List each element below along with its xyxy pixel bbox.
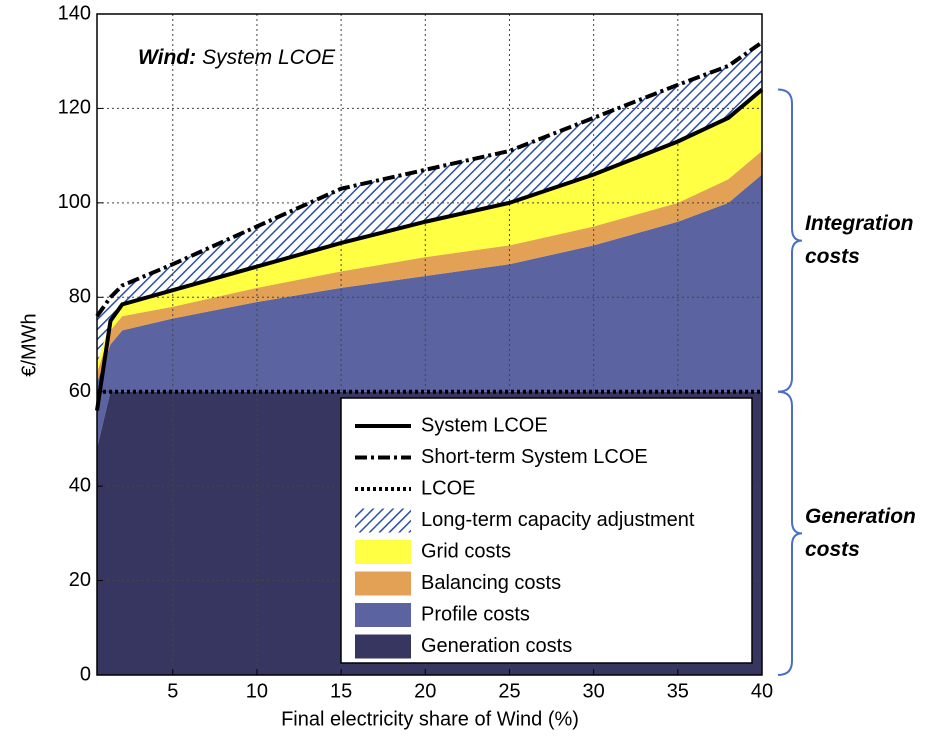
x-tick-label: 10 [246,680,268,702]
legend-label: Grid costs [421,540,511,562]
y-tick-label: 120 [58,97,91,119]
x-tick-label: 30 [583,680,605,702]
annotation: costs [805,245,860,268]
area [97,42,762,364]
y-tick-label: 0 [80,663,91,685]
x-tick-label: 35 [667,680,689,702]
y-tick-label: 20 [69,569,91,591]
legend-label: Profile costs [421,603,530,625]
y-axis-label: €/MWh [18,313,40,376]
area [97,174,762,449]
legend-swatch [355,634,411,659]
line [95,40,764,318]
legend-label: LCOE [421,477,475,499]
legend-swatch [355,540,411,564]
title-text: System LCOE [202,46,336,69]
axes-frame [96,13,763,676]
title-prefix: Wind: [138,46,196,69]
area [97,150,762,383]
legend-label: Long-term capacity adjustment [421,509,695,531]
y-tick-label: 140 [58,2,91,24]
brace [777,390,803,676]
x-tick-label: 20 [414,680,436,702]
annotation: costs [805,538,860,561]
x-axis-label: Final electricity share of Wind (%) [281,708,579,730]
y-tick-label: 40 [69,474,91,496]
x-tick-label: 40 [751,680,773,702]
legend-swatch [355,603,411,627]
legend-label: System LCOE [421,414,548,436]
legend-swatch [355,571,411,596]
annotation: Integration [805,212,914,235]
annotation: Generation [805,505,916,528]
line [95,88,764,411]
x-tick-label: 15 [330,680,352,702]
legend-label: Generation costs [421,635,572,657]
x-tick-label: 25 [498,680,520,702]
x-tick-label: 5 [167,680,178,702]
legend-label: Short-term System LCOE [421,446,648,468]
area [97,89,762,373]
brace [777,88,803,393]
y-tick-label: 100 [58,191,91,213]
y-tick-label: 80 [69,286,91,308]
chart-title: Wind: System LCOE [138,46,336,69]
legend-swatch [355,508,411,533]
y-tick-label: 60 [69,380,91,402]
legend-label: Balancing costs [421,572,561,594]
